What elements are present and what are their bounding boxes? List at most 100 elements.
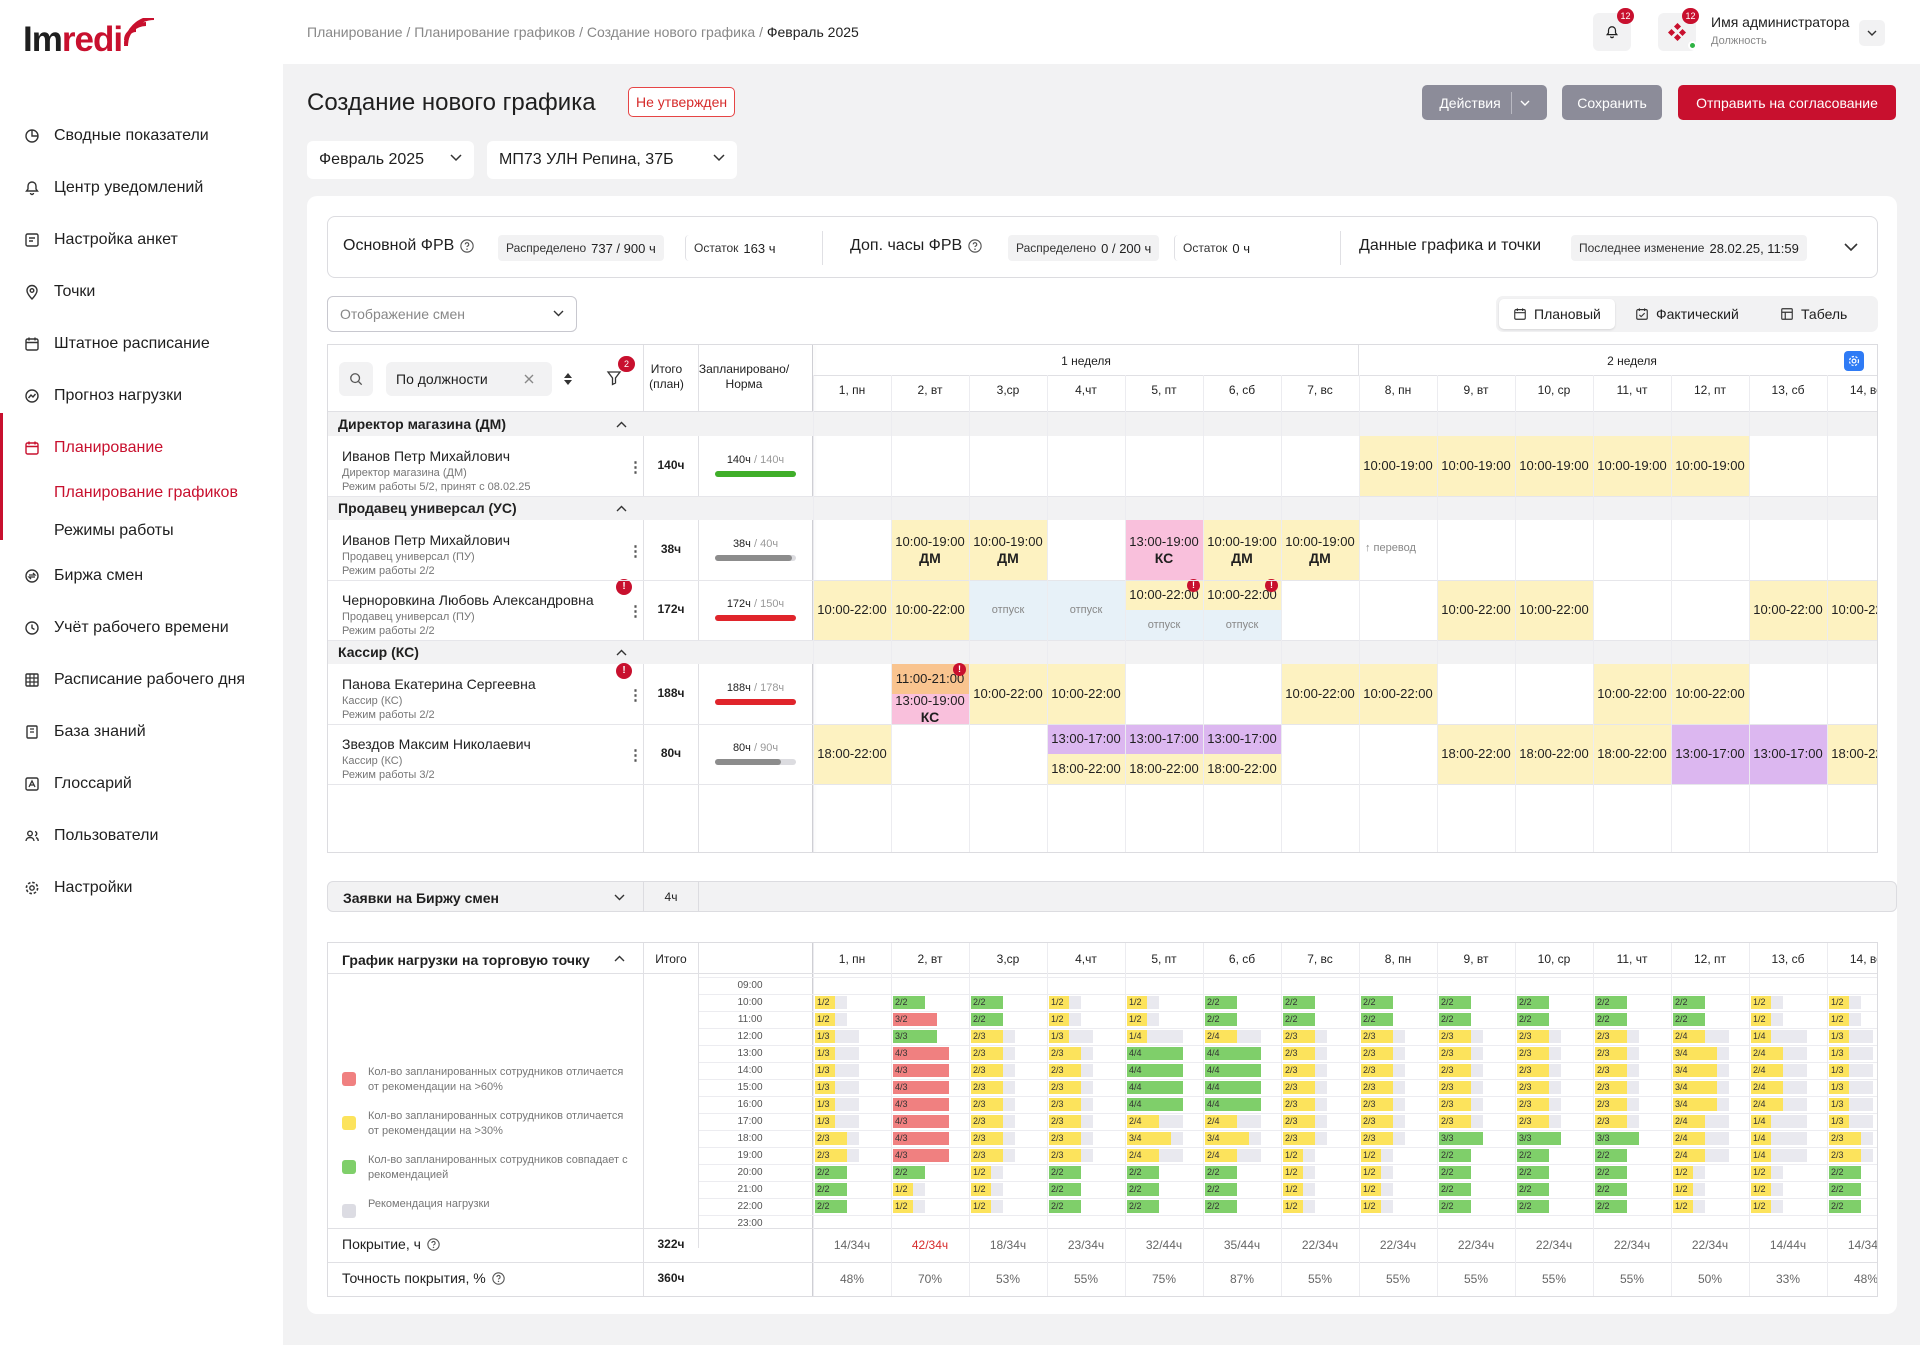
load-planned-bar[interactable]: 2/4 bbox=[1673, 1132, 1705, 1145]
load-planned-bar[interactable]: 2/3 bbox=[971, 1098, 1003, 1111]
help-icon[interactable] bbox=[460, 239, 475, 253]
load-planned-bar[interactable]: 2/2 bbox=[1205, 1183, 1237, 1196]
load-planned-bar[interactable]: 2/4 bbox=[1127, 1115, 1159, 1128]
load-planned-bar[interactable]: 2/2 bbox=[1361, 1013, 1393, 1026]
employee-name[interactable]: Иванов Петр Михайлович bbox=[342, 532, 511, 548]
load-planned-bar[interactable]: 3/4 bbox=[1673, 1081, 1717, 1094]
more-options-icon[interactable]: ⋮ bbox=[628, 543, 643, 560]
breadcrumb-item[interactable]: Создание нового графика bbox=[586, 24, 756, 40]
expand-chevron-icon[interactable] bbox=[1844, 243, 1858, 252]
store-select[interactable]: МП73 УЛН Репина, 37Б bbox=[487, 141, 737, 179]
load-planned-bar[interactable]: 2/3 bbox=[1283, 1030, 1315, 1043]
load-planned-bar[interactable]: 2/2 bbox=[1283, 996, 1315, 1009]
load-planned-bar[interactable]: 1/3 bbox=[815, 1081, 835, 1094]
load-planned-bar[interactable]: 4/4 bbox=[1127, 1098, 1183, 1111]
alert-icon[interactable]: ! bbox=[1265, 579, 1278, 592]
load-planned-bar[interactable]: 2/2 bbox=[1127, 1200, 1159, 1213]
shift-cell[interactable]: 10:00-19:00 ДМ bbox=[969, 520, 1047, 580]
load-planned-bar[interactable]: 1/4 bbox=[1751, 1030, 1771, 1043]
load-planned-bar[interactable]: 2/2 bbox=[1205, 1166, 1237, 1179]
shift-cell[interactable]: 10:00-19:00 ДМ bbox=[1281, 520, 1359, 580]
filter-icon[interactable] bbox=[606, 370, 622, 386]
search-button[interactable] bbox=[339, 362, 373, 396]
sidebar-item-glossary[interactable]: Глоссарий bbox=[0, 758, 283, 810]
load-planned-bar[interactable]: 1/2 bbox=[1829, 1013, 1849, 1026]
load-planned-bar[interactable]: 2/2 bbox=[1439, 1166, 1471, 1179]
alert-icon[interactable]: ! bbox=[953, 663, 966, 676]
load-planned-bar[interactable]: 2/4 bbox=[1751, 1064, 1783, 1077]
employee-name[interactable]: Панова Екатерина Сергеевна bbox=[342, 676, 536, 692]
load-planned-bar[interactable]: 1/2 bbox=[1283, 1183, 1303, 1196]
load-planned-bar[interactable]: 2/3 bbox=[1517, 1098, 1549, 1111]
load-planned-bar[interactable]: 1/2 bbox=[971, 1166, 991, 1179]
load-planned-bar[interactable]: 2/3 bbox=[1517, 1047, 1549, 1060]
help-icon[interactable] bbox=[968, 239, 982, 253]
load-planned-bar[interactable]: 1/2 bbox=[893, 1183, 913, 1196]
load-planned-bar[interactable]: 2/3 bbox=[1283, 1132, 1315, 1145]
load-planned-bar[interactable]: 4/4 bbox=[1205, 1064, 1261, 1077]
load-planned-bar[interactable]: 2/3 bbox=[1829, 1149, 1861, 1162]
position-group-header[interactable]: Директор магазина (ДМ) bbox=[328, 412, 1877, 436]
save-button[interactable]: Сохранить bbox=[1562, 85, 1662, 120]
sidebar-item-book[interactable]: База знаний bbox=[0, 706, 283, 758]
shift-cell[interactable]: 10:00-22:00 bbox=[969, 664, 1047, 724]
load-planned-bar[interactable]: 1/2 bbox=[1361, 1149, 1381, 1162]
load-planned-bar[interactable]: 2/2 bbox=[1829, 1183, 1861, 1196]
month-select[interactable]: Февраль 2025 bbox=[307, 141, 474, 179]
load-planned-bar[interactable]: 2/2 bbox=[815, 1166, 847, 1179]
shift-cell[interactable]: 10:00-22:00 bbox=[813, 580, 891, 640]
shift-display-select[interactable]: Отображение смен bbox=[327, 296, 577, 332]
load-planned-bar[interactable]: 2/4 bbox=[1205, 1115, 1237, 1128]
shift-cell[interactable]: 18:00-22:00 bbox=[1593, 724, 1671, 784]
load-planned-bar[interactable]: 2/3 bbox=[1439, 1047, 1471, 1060]
load-planned-bar[interactable]: 1/2 bbox=[1673, 1183, 1693, 1196]
shift-cell[interactable]: 10:00-22:00 bbox=[1593, 664, 1671, 724]
shift-cell[interactable]: 13:00-19:00 КС bbox=[1125, 520, 1203, 580]
load-planned-bar[interactable]: 1/2 bbox=[1751, 1183, 1771, 1196]
load-planned-bar[interactable]: 2/4 bbox=[1205, 1030, 1237, 1043]
load-planned-bar[interactable]: 2/3 bbox=[1595, 1064, 1627, 1077]
load-planned-bar[interactable]: 1/3 bbox=[1829, 1115, 1849, 1128]
vacation-cell[interactable]: отпуск bbox=[969, 580, 1047, 640]
shift-cell[interactable]: 10:00-19:00 bbox=[1515, 436, 1593, 496]
load-planned-bar[interactable]: 2/2 bbox=[1517, 1166, 1549, 1179]
load-planned-bar[interactable]: 2/2 bbox=[1439, 1149, 1471, 1162]
load-planned-bar[interactable]: 2/3 bbox=[1361, 1081, 1393, 1094]
load-planned-bar[interactable]: 2/2 bbox=[1517, 1013, 1549, 1026]
actions-button[interactable]: Действия bbox=[1422, 85, 1547, 120]
load-planned-bar[interactable]: 2/2 bbox=[1595, 1183, 1627, 1196]
load-planned-bar[interactable]: 2/4 bbox=[1751, 1098, 1783, 1111]
load-planned-bar[interactable]: 1/3 bbox=[815, 1064, 835, 1077]
shift-cell[interactable]: 10:00-22:00 bbox=[1515, 580, 1593, 640]
load-planned-bar[interactable]: 1/2 bbox=[1751, 1013, 1771, 1026]
load-planned-bar[interactable]: 2/4 bbox=[1673, 1115, 1705, 1128]
load-planned-bar[interactable]: 2/3 bbox=[1049, 1132, 1081, 1145]
load-planned-bar[interactable]: 1/2 bbox=[971, 1200, 991, 1213]
load-planned-bar[interactable]: 2/3 bbox=[1595, 1098, 1627, 1111]
load-planned-bar[interactable]: 1/2 bbox=[1049, 1013, 1069, 1026]
load-planned-bar[interactable]: 3/3 bbox=[1595, 1132, 1639, 1145]
load-planned-bar[interactable]: 2/3 bbox=[971, 1132, 1003, 1145]
load-planned-bar[interactable]: 2/3 bbox=[1829, 1132, 1861, 1145]
load-planned-bar[interactable]: 2/3 bbox=[1361, 1064, 1393, 1077]
shift-cell[interactable]: 10:00-22:00 bbox=[1671, 664, 1749, 724]
load-planned-bar[interactable]: 2/3 bbox=[1439, 1064, 1471, 1077]
alert-icon[interactable]: ! bbox=[616, 663, 632, 679]
load-planned-bar[interactable]: 4/3 bbox=[893, 1115, 949, 1128]
employee-name[interactable]: Звездов Максим Николаевич bbox=[342, 736, 531, 752]
load-planned-bar[interactable]: 2/3 bbox=[1283, 1064, 1315, 1077]
load-planned-bar[interactable]: 2/3 bbox=[1439, 1081, 1471, 1094]
shift-cell[interactable]: 13:00-17:00 bbox=[1125, 724, 1203, 754]
chevron-down-icon[interactable] bbox=[614, 894, 625, 901]
shift-cell[interactable]: 18:00-22:00 bbox=[1203, 754, 1281, 784]
load-planned-bar[interactable]: 1/2 bbox=[1751, 1166, 1771, 1179]
position-group-header[interactable]: Кассир (КС) bbox=[328, 640, 1877, 664]
load-planned-bar[interactable]: 1/3 bbox=[1829, 1098, 1849, 1111]
load-planned-bar[interactable]: 2/3 bbox=[1361, 1115, 1393, 1128]
load-planned-bar[interactable]: 1/2 bbox=[1283, 1200, 1303, 1213]
load-planned-bar[interactable]: 1/2 bbox=[1673, 1166, 1693, 1179]
sidebar-item-forecast[interactable]: Прогноз нагрузки bbox=[0, 370, 283, 422]
load-planned-bar[interactable]: 2/3 bbox=[971, 1064, 1003, 1077]
load-planned-bar[interactable]: 2/2 bbox=[1829, 1166, 1861, 1179]
sidebar-item-table-grid[interactable]: Расписание рабочего дня bbox=[0, 654, 283, 706]
